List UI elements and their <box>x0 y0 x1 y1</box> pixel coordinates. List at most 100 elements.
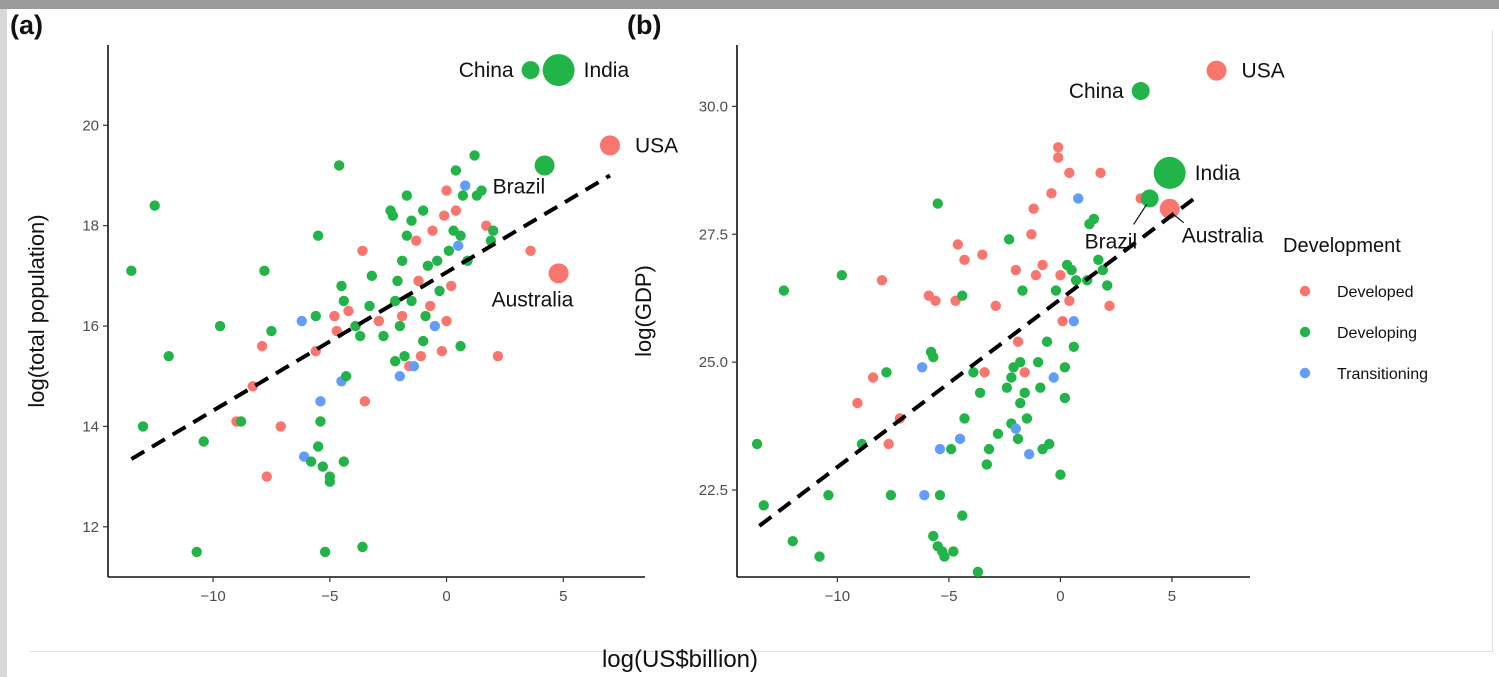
legend: Development Developed Developing Transition… <box>1283 235 1428 383</box>
legend-swatch <box>1299 367 1311 379</box>
data-point <box>319 546 331 558</box>
data-point <box>324 476 336 487</box>
country-label: China <box>1069 80 1124 103</box>
legend-swatch <box>1299 326 1311 338</box>
data-point <box>396 310 408 322</box>
data-point <box>916 362 928 373</box>
data-point <box>930 295 941 306</box>
data-point <box>305 456 317 467</box>
data-point <box>981 459 993 470</box>
data-point <box>450 165 462 176</box>
data-point <box>329 310 340 322</box>
data-point <box>992 428 1004 439</box>
x-tick-label: −5 <box>940 588 957 605</box>
data-point <box>455 340 466 352</box>
data-point <box>425 300 436 312</box>
data-point <box>366 270 378 282</box>
panel-label-b: (b) <box>627 10 662 40</box>
data-point <box>357 245 368 256</box>
x-tick-label: −10 <box>825 588 850 605</box>
data-point <box>343 305 354 317</box>
data-point <box>441 185 452 196</box>
data-point <box>1030 269 1042 281</box>
data-point <box>439 210 450 221</box>
panel-label-a: (a) <box>10 10 43 40</box>
data-point <box>1064 167 1075 179</box>
data-point <box>881 367 892 378</box>
data-point <box>378 330 389 342</box>
shared-x-axis-title: log(US$billion) <box>601 646 759 673</box>
data-point <box>1041 336 1053 347</box>
data-point <box>198 436 209 447</box>
data-point <box>1028 203 1039 214</box>
data-point <box>312 441 324 452</box>
data-point <box>338 456 350 467</box>
data-point <box>312 230 324 241</box>
data-point <box>1044 438 1055 450</box>
data-point <box>979 367 990 378</box>
data-point <box>389 355 401 367</box>
data-point <box>852 397 863 409</box>
data-point <box>259 265 270 277</box>
data-point <box>1037 259 1048 271</box>
x-tick-label: 5 <box>1168 588 1176 605</box>
data-point <box>453 240 464 251</box>
data-point <box>957 510 968 521</box>
data-point <box>1153 156 1186 189</box>
panel-a-plot: 12 14 16 18 20 −10 −5 0 5 log(total population) Ch… <box>24 45 678 605</box>
trend-line <box>758 196 1196 528</box>
data-point <box>476 185 487 196</box>
data-point <box>885 489 897 501</box>
data-point <box>876 275 888 286</box>
data-point <box>394 320 406 332</box>
country-label: USA <box>1242 60 1285 83</box>
data-point <box>492 350 504 362</box>
data-point <box>1068 341 1079 353</box>
data-point <box>983 443 995 455</box>
data-point <box>778 285 790 296</box>
data-point <box>432 255 443 267</box>
data-point <box>354 330 366 342</box>
data-point <box>394 371 406 382</box>
data-point <box>954 433 966 445</box>
panel-b-plot: 22.5 25.0 27.5 30.0 −10 −5 0 5 log(GDP) China USA I… <box>631 45 1285 605</box>
data-point <box>389 295 401 307</box>
data-point <box>434 285 445 297</box>
y-tick-label: 20 <box>82 117 99 134</box>
data-point <box>450 205 462 216</box>
data-point <box>990 300 1001 312</box>
label-leader-line <box>1133 204 1148 225</box>
label-leader-line <box>1173 214 1185 224</box>
top-border-bar <box>0 0 1499 9</box>
data-point <box>310 310 321 322</box>
data-point <box>406 215 417 226</box>
data-point <box>945 443 957 455</box>
data-point <box>163 350 174 362</box>
data-point <box>406 295 417 307</box>
data-point <box>1131 82 1150 101</box>
data-point <box>1023 449 1035 460</box>
data-point <box>392 275 403 287</box>
data-point <box>214 320 226 332</box>
data-point <box>261 471 272 482</box>
data-point <box>469 150 480 161</box>
data-point <box>436 345 448 357</box>
country-label: Brazil <box>493 175 546 198</box>
data-point <box>1088 213 1100 225</box>
data-point <box>751 438 763 450</box>
left-border-bar <box>0 9 7 677</box>
data-point <box>883 438 894 450</box>
data-point <box>1052 142 1064 153</box>
data-point <box>758 500 769 511</box>
data-point <box>525 245 536 256</box>
data-point <box>1159 198 1180 219</box>
data-point <box>1026 229 1037 240</box>
data-point <box>1057 316 1068 327</box>
data-point <box>1064 295 1075 306</box>
data-point <box>867 372 879 383</box>
data-point <box>1097 264 1108 276</box>
y-tick-label: 30.0 <box>699 98 728 115</box>
data-point <box>919 489 930 501</box>
data-point <box>387 210 399 221</box>
